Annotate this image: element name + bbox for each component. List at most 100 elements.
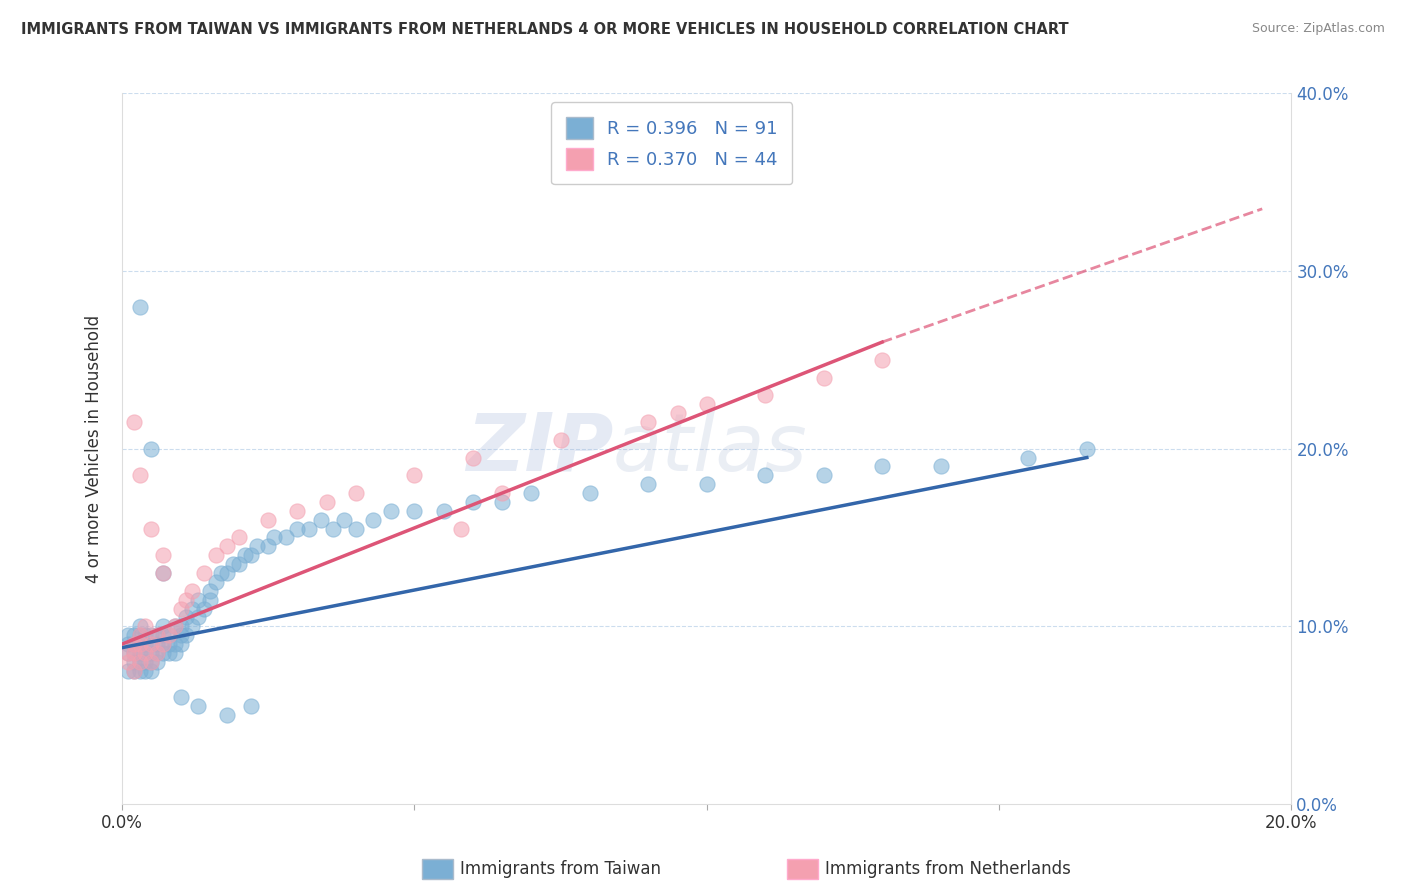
Point (696, 397, 718, 411)
Point (754, 388, 776, 402)
Point (578, 486, 600, 500)
Point (146, 646, 169, 660)
Point (122, 646, 145, 660)
Point (363, 513, 385, 527)
Text: ZIP: ZIP (465, 409, 613, 488)
Point (245, 540, 267, 554)
Point (128, 637, 150, 651)
Point (666, 406, 689, 420)
Point (257, 540, 280, 554)
Point (152, 637, 174, 651)
Point (146, 628, 169, 642)
Point (134, 646, 156, 660)
Point (380, 504, 402, 518)
Text: IMMIGRANTS FROM TAIWAN VS IMMIGRANTS FROM NETHERLANDS 4 OR MORE VEHICLES IN HOUS: IMMIGRANTS FROM TAIWAN VS IMMIGRANTS FRO… (21, 22, 1069, 37)
Point (117, 646, 139, 660)
Point (128, 655, 150, 669)
Point (117, 646, 139, 660)
Point (204, 574, 226, 589)
Point (128, 300, 150, 314)
Point (128, 628, 150, 642)
Point (211, 566, 233, 580)
Point (117, 628, 139, 642)
Point (146, 646, 169, 660)
Point (204, 548, 226, 562)
Point (187, 610, 209, 624)
Text: Immigrants from Netherlands: Immigrants from Netherlands (825, 860, 1071, 878)
Point (128, 619, 150, 633)
Point (163, 619, 186, 633)
Point (181, 601, 204, 615)
Point (228, 531, 250, 545)
Point (122, 646, 145, 660)
Point (1017, 450, 1039, 465)
Point (152, 628, 174, 642)
Point (134, 619, 156, 633)
Point (287, 522, 309, 536)
Point (152, 566, 174, 580)
Point (146, 628, 169, 642)
Point (404, 504, 426, 518)
Point (298, 522, 321, 536)
Point (274, 531, 297, 545)
Point (520, 486, 543, 500)
Point (176, 628, 198, 642)
Point (157, 628, 180, 642)
Point (193, 566, 215, 580)
Point (128, 646, 150, 660)
Point (754, 468, 776, 483)
Point (491, 486, 513, 500)
Point (157, 628, 180, 642)
Point (128, 655, 150, 669)
Point (141, 655, 163, 669)
Point (157, 637, 180, 651)
Point (491, 495, 513, 509)
Point (309, 513, 332, 527)
Text: Source: ZipAtlas.com: Source: ZipAtlas.com (1251, 22, 1385, 36)
Point (152, 646, 174, 660)
Text: atlas: atlas (613, 409, 808, 488)
Point (263, 531, 285, 545)
Point (322, 522, 344, 536)
Point (217, 566, 239, 580)
Point (239, 699, 262, 714)
Point (176, 592, 198, 607)
Point (146, 637, 169, 651)
Point (461, 495, 484, 509)
Point (122, 655, 145, 669)
Point (696, 477, 718, 491)
Point (117, 637, 139, 651)
Point (1076, 442, 1098, 456)
Point (117, 655, 139, 669)
Point (344, 486, 367, 500)
Point (228, 557, 250, 571)
Point (122, 664, 145, 678)
Point (239, 548, 262, 562)
Point (141, 655, 163, 669)
Point (813, 370, 835, 384)
Point (176, 610, 198, 624)
Point (870, 352, 893, 367)
Point (128, 628, 150, 642)
Point (813, 468, 835, 483)
Point (193, 601, 215, 615)
Point (169, 637, 191, 651)
Point (122, 637, 145, 651)
Point (169, 690, 191, 705)
Point (152, 566, 174, 580)
Point (637, 415, 659, 429)
Point (163, 637, 186, 651)
Point (134, 628, 156, 642)
Point (169, 628, 191, 642)
Point (163, 646, 186, 660)
Point (198, 583, 221, 598)
Point (141, 628, 163, 642)
Point (217, 540, 239, 554)
Legend: R = 0.396   N = 91, R = 0.370   N = 44: R = 0.396 N = 91, R = 0.370 N = 44 (551, 103, 792, 185)
Point (637, 477, 659, 491)
Point (122, 637, 145, 651)
Point (169, 619, 191, 633)
Point (141, 664, 163, 678)
Point (122, 628, 145, 642)
Point (433, 504, 456, 518)
